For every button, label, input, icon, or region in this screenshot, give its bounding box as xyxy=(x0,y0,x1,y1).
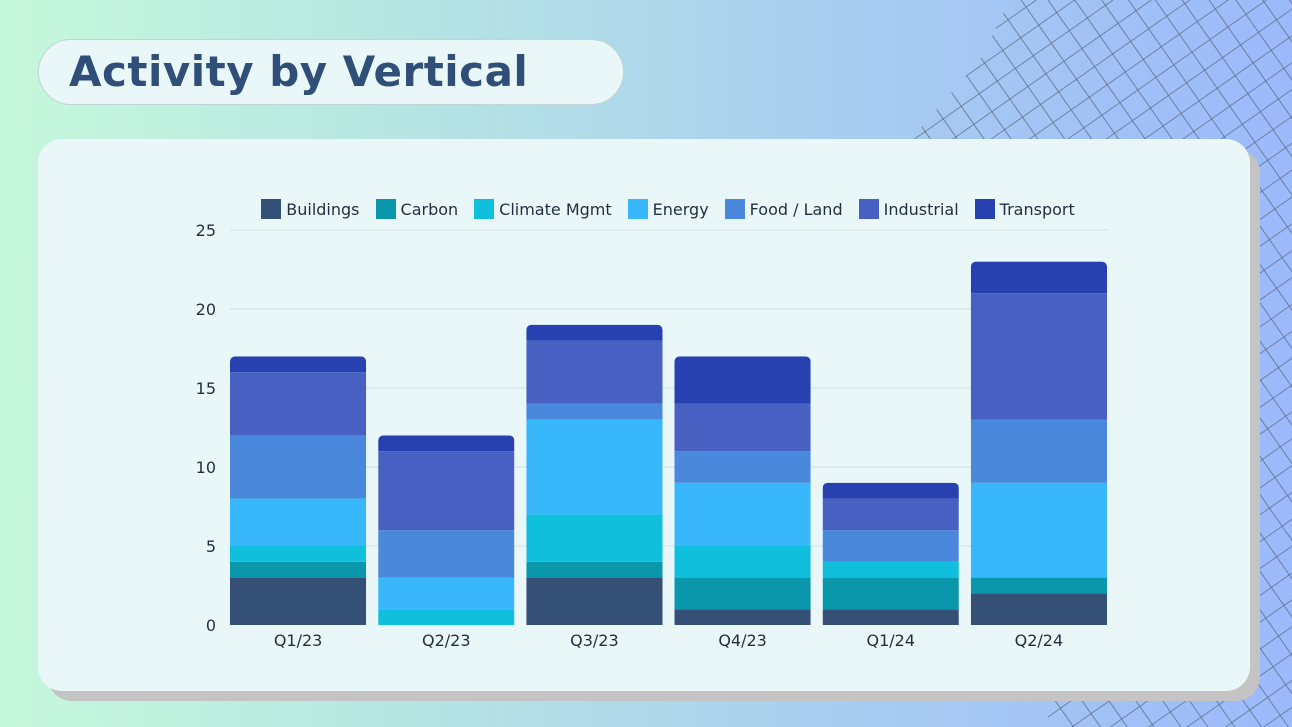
bar-q1-23-industrial xyxy=(230,372,367,436)
legend-item-climate-mgmt: Climate Mgmt xyxy=(474,199,612,219)
bar-q1-23-transport xyxy=(230,356,367,373)
bar-q3-23-food-land xyxy=(526,403,663,420)
bar-q1-23-carbon xyxy=(230,561,367,578)
bar-q4-23-industrial xyxy=(674,403,811,452)
bar-q1-23-energy xyxy=(230,498,367,546)
legend-label: Transport xyxy=(999,199,1075,219)
legend-swatch xyxy=(858,199,879,219)
bar-q2-23-industrial xyxy=(378,451,515,531)
bar-stack-q3-23 xyxy=(526,324,663,625)
legend-swatch xyxy=(261,199,282,219)
legend-item-buildings: Buildings xyxy=(261,199,360,219)
y-tick-label: 15 xyxy=(196,379,216,398)
bar-q1-24-food-land xyxy=(822,530,959,562)
legend-swatch xyxy=(474,199,495,219)
bar-q1-23-food-land xyxy=(230,435,367,499)
bar-q4-23-transport xyxy=(674,356,811,404)
legend-swatch xyxy=(627,199,648,219)
bar-q3-23-buildings xyxy=(526,577,663,625)
legend-swatch xyxy=(375,199,396,219)
legend-label: Food / Land xyxy=(749,199,843,219)
legend-item-food-land: Food / Land xyxy=(724,199,843,219)
y-tick-label: 20 xyxy=(196,300,216,319)
bar-q1-24-carbon xyxy=(822,577,959,610)
x-tick-label: Q2/24 xyxy=(1015,631,1064,650)
bar-q1-24-climate-mgmt xyxy=(822,561,959,578)
legend-label: Energy xyxy=(652,199,709,219)
bar-stack-q1-24 xyxy=(822,482,959,625)
bar-q2-23-food-land xyxy=(378,530,515,578)
y-tick-label: 5 xyxy=(206,537,216,556)
legend-label: Industrial xyxy=(883,199,959,219)
bar-q3-23-transport xyxy=(526,324,663,341)
legend-swatch xyxy=(724,199,745,219)
bar-q2-24-food-land xyxy=(970,419,1107,483)
legend-label: Buildings xyxy=(286,199,360,219)
y-tick-label: 0 xyxy=(206,616,216,635)
bar-q4-23-buildings xyxy=(674,609,811,625)
y-tick-label: 25 xyxy=(196,221,216,240)
bar-q1-23-buildings xyxy=(230,577,367,625)
chart-legend: Buildings Carbon Climate Mgmt Energy Food / … xyxy=(218,197,1118,221)
bar-q1-24-transport xyxy=(822,482,959,499)
legend-item-industrial: Industrial xyxy=(858,199,959,219)
x-tick-label: Q1/23 xyxy=(274,631,323,650)
legend-item-carbon: Carbon xyxy=(375,199,459,219)
bar-q2-24-industrial xyxy=(970,293,1107,420)
bar-q2-23-climate-mgmt xyxy=(378,609,515,625)
legend-item-energy: Energy xyxy=(627,199,709,219)
x-tick-label: Q4/23 xyxy=(718,631,767,650)
bar-q1-23-climate-mgmt xyxy=(230,546,367,562)
bar-stack-q1-23 xyxy=(230,356,367,625)
page-title: Activity by Vertical xyxy=(69,47,529,96)
legend-label: Climate Mgmt xyxy=(499,199,612,219)
bar-q3-23-industrial xyxy=(526,340,663,404)
bar-stack-q2-23 xyxy=(378,435,515,625)
y-tick-label: 10 xyxy=(196,458,216,477)
bar-q2-23-transport xyxy=(378,435,515,452)
bar-q2-24-buildings xyxy=(970,593,1107,625)
x-tick-label: Q1/24 xyxy=(866,631,915,650)
bar-q2-24-carbon xyxy=(970,577,1107,594)
x-tick-label: Q3/23 xyxy=(570,631,619,650)
bar-stack-q4-23 xyxy=(674,356,811,625)
bar-q3-23-climate-mgmt xyxy=(526,514,663,562)
bar-q4-23-energy xyxy=(674,482,811,546)
bar-q3-23-energy xyxy=(526,419,663,515)
bar-q2-23-energy xyxy=(378,577,515,610)
bar-q1-24-industrial xyxy=(822,498,959,531)
x-tick-label: Q2/23 xyxy=(422,631,471,650)
legend-item-transport: Transport xyxy=(974,199,1075,219)
bar-q4-23-food-land xyxy=(674,451,811,483)
legend-swatch xyxy=(974,199,995,219)
bar-q3-23-carbon xyxy=(526,561,663,578)
legend-label: Carbon xyxy=(400,199,459,219)
title-pill: Activity by Vertical xyxy=(38,39,624,105)
bar-stack-q2-24 xyxy=(970,261,1107,625)
bar-q2-24-transport xyxy=(970,261,1107,294)
bar-q2-24-energy xyxy=(970,482,1107,578)
bar-q4-23-climate-mgmt xyxy=(674,546,811,578)
bar-q1-24-buildings xyxy=(822,609,959,625)
bar-q4-23-carbon xyxy=(674,577,811,610)
